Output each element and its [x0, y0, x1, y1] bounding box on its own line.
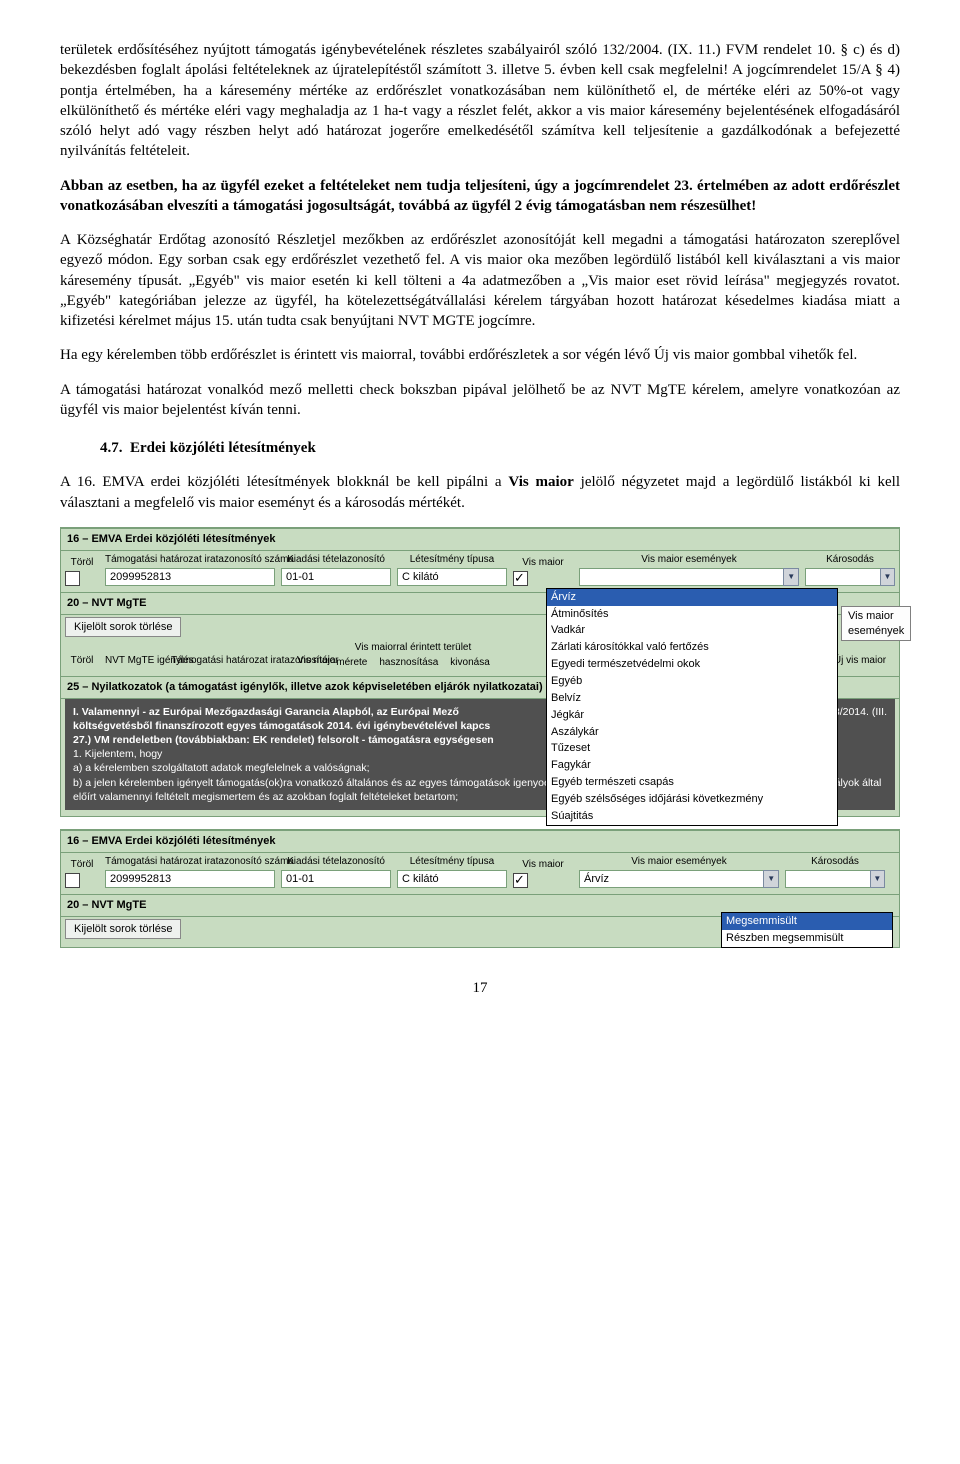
- dropdown-option[interactable]: Tűzeset: [547, 740, 837, 757]
- kiadasi-field-2[interactable]: 01-01: [281, 870, 391, 888]
- sub-kivon: kivonása: [450, 656, 489, 670]
- col-torol2: Töröl: [65, 654, 99, 670]
- section-16-header-2: 16 – EMVA Erdei közjóléti létesítmények: [61, 830, 899, 853]
- karosodas-dropdown-2[interactable]: [785, 870, 871, 888]
- paragraph-5: A támogatási határozat vonalkód mező mel…: [60, 380, 900, 421]
- chevron-down-icon[interactable]: ▼: [870, 870, 885, 888]
- page-number: 17: [60, 978, 900, 998]
- delete-selected-button-2[interactable]: Kijelölt sorok törlése: [65, 919, 181, 939]
- dropdown-option[interactable]: Fagykár: [547, 757, 837, 774]
- col-vm: Vis maior: [297, 654, 337, 670]
- delete-selected-button[interactable]: Kijelölt sorok törlése: [65, 617, 181, 637]
- dropdown-option[interactable]: Zárlati károsítókkal való fertőzés: [547, 639, 837, 656]
- col-th: Támogatási határozat iratazonosítója: [171, 654, 291, 670]
- dropdown-option[interactable]: Egyéb szélsőséges időjárási következmény: [547, 791, 837, 808]
- paragraph-2-bold: Abban az esetben, ha az ügyfél ezeket a …: [60, 176, 900, 217]
- kiadasi-field[interactable]: 01-01: [281, 568, 391, 586]
- paragraph-1: területek erdősítéséhez nyújtott támogat…: [60, 40, 900, 162]
- dropdown-option[interactable]: Vadkár: [547, 622, 837, 639]
- form-screenshot-2: 16 – EMVA Erdei közjóléti létesítmények …: [60, 829, 900, 948]
- chevron-down-icon[interactable]: ▼: [880, 568, 895, 586]
- dropdown-option[interactable]: Aszálykár: [547, 724, 837, 741]
- tooltip: Vis maior események: [841, 606, 911, 642]
- delete-checkbox[interactable]: [65, 571, 80, 586]
- section-16-header: 16 – EMVA Erdei közjóléti létesítmények: [61, 528, 899, 551]
- dropdown-option[interactable]: Részben megsemmisült: [722, 930, 892, 947]
- dropdown-option[interactable]: Átminősítés: [547, 606, 837, 623]
- sub-merete: mérete: [336, 656, 367, 670]
- col-torol-b: Töröl: [65, 858, 99, 874]
- form-screenshot-1: 16 – EMVA Erdei közjóléti létesítmények …: [60, 527, 900, 817]
- paragraph-6: A 16. EMVA erdei közjóléti létesítmények…: [60, 472, 900, 513]
- col-h2: Kiadási tételazonosító: [281, 553, 391, 569]
- iratazonosito-field-2[interactable]: 2099952813: [105, 870, 275, 888]
- dropdown-option[interactable]: Egyedi természetvédelmi okok: [547, 656, 837, 673]
- events-dropdown[interactable]: [579, 568, 784, 586]
- section-heading: 4.7. Erdei közjóléti létesítmények: [100, 438, 900, 458]
- chevron-down-icon[interactable]: ▼: [783, 568, 799, 586]
- chevron-down-icon[interactable]: ▼: [763, 870, 779, 888]
- sub-haszn: hasznosítása: [379, 656, 438, 670]
- iratazonosito-field[interactable]: 2099952813: [105, 568, 275, 586]
- col-h2-b: Kiadási tételazonosító: [281, 855, 391, 871]
- col-h1: Támogatási határozat iratazonosító száma: [105, 553, 275, 569]
- karosodas-dropdown-list[interactable]: Megsemmisült Részben megsemmisült: [721, 912, 893, 948]
- events-dropdown-2[interactable]: Árvíz: [579, 870, 764, 888]
- col-h6: Károsodás: [805, 553, 895, 569]
- col-h3-b: Létesítmény típusa: [397, 855, 507, 871]
- col-vmt: Vis maiorral érintett terület: [343, 641, 483, 657]
- col-h3: Létesítmény típusa: [397, 553, 507, 569]
- delete-checkbox-2[interactable]: [65, 873, 80, 888]
- dropdown-option[interactable]: Árvíz: [547, 589, 837, 606]
- col-nvt: NVT MgTE igénylés: [105, 654, 165, 670]
- col-h1-b: Támogatási határozat iratazonosító száma: [105, 855, 275, 871]
- dropdown-option[interactable]: Jégkár: [547, 707, 837, 724]
- dropdown-option[interactable]: Súajtitás: [547, 808, 837, 825]
- letesitmeny-field[interactable]: C kilátó: [397, 568, 507, 586]
- dropdown-option[interactable]: Belvíz: [547, 690, 837, 707]
- dropdown-option[interactable]: Egyéb: [547, 673, 837, 690]
- col-h5: Vis maior események: [579, 553, 799, 569]
- decl-head: I. Valamennyi - az Európai Mezőgazdasági…: [73, 705, 459, 719]
- col-h5-b: Vis maior események: [579, 855, 779, 871]
- karosodas-dropdown[interactable]: [805, 568, 881, 586]
- vismaior-checkbox[interactable]: [513, 571, 528, 586]
- col-h6-b: Károsodás: [785, 855, 885, 871]
- paragraph-3: A Községhatár Erdőtag azonosító Részletj…: [60, 230, 900, 331]
- events-dropdown-list[interactable]: Árvíz Átminősítés Vadkár Zárlati károsít…: [546, 588, 838, 826]
- col-torol: Töröl: [65, 556, 99, 572]
- dropdown-option[interactable]: Egyéb természeti csapás: [547, 774, 837, 791]
- letesitmeny-field-2[interactable]: C kilátó: [397, 870, 507, 888]
- dropdown-option[interactable]: Megsemmisült: [722, 913, 892, 930]
- paragraph-4: Ha egy kérelemben több erdőrészlet is ér…: [60, 345, 900, 365]
- vismaior-checkbox-2[interactable]: [513, 873, 528, 888]
